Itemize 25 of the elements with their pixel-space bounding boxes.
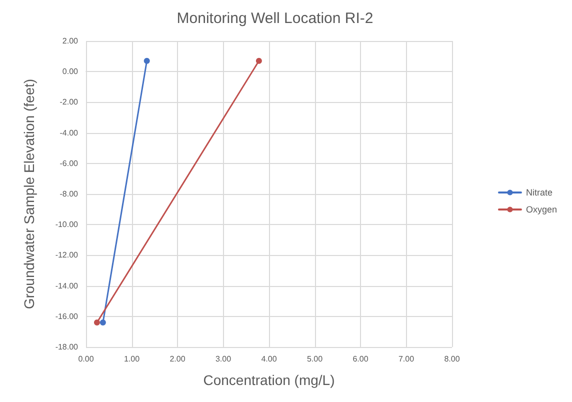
y-tick-label: -14.00	[55, 281, 79, 290]
x-tick-label: 7.00	[398, 354, 415, 364]
x-tick-label: 2.00	[170, 354, 186, 364]
y-tick-label: -18.00	[55, 342, 79, 352]
y-axis-title: Groundwater Sample Elevation (feet)	[21, 78, 37, 310]
y-tick-label: -10.00	[55, 220, 79, 230]
y-tick-label: -8.00	[60, 190, 79, 198]
y-tick-label: -4.00	[60, 128, 79, 138]
y-tick-label: -2.00	[60, 98, 79, 107]
x-tick-label: 1.00	[124, 354, 140, 364]
y-tick-label: -6.00	[60, 158, 79, 168]
y-tick-label: -16.00	[55, 312, 79, 321]
y-tick-label: 2.00	[62, 36, 79, 46]
legend-label: Oxygen	[526, 204, 558, 214]
x-tick-label: 4.00	[261, 354, 278, 364]
legend-label: Nitrate	[526, 188, 552, 198]
chart-title: Monitoring Well Location RI-2	[176, 10, 374, 27]
y-tick-label: 0.00	[62, 67, 79, 76]
y-tick-label: -12.00	[55, 250, 79, 260]
x-tick-label: 5.00	[306, 354, 324, 364]
x-tick-label: 8.00	[444, 354, 460, 364]
x-axis-title: Concentration (mg/L)	[203, 372, 335, 388]
x-tick-label: 6.00	[352, 354, 369, 364]
x-tick-label: 3.00	[215, 354, 232, 364]
x-tick-label: 0.00	[78, 354, 94, 364]
